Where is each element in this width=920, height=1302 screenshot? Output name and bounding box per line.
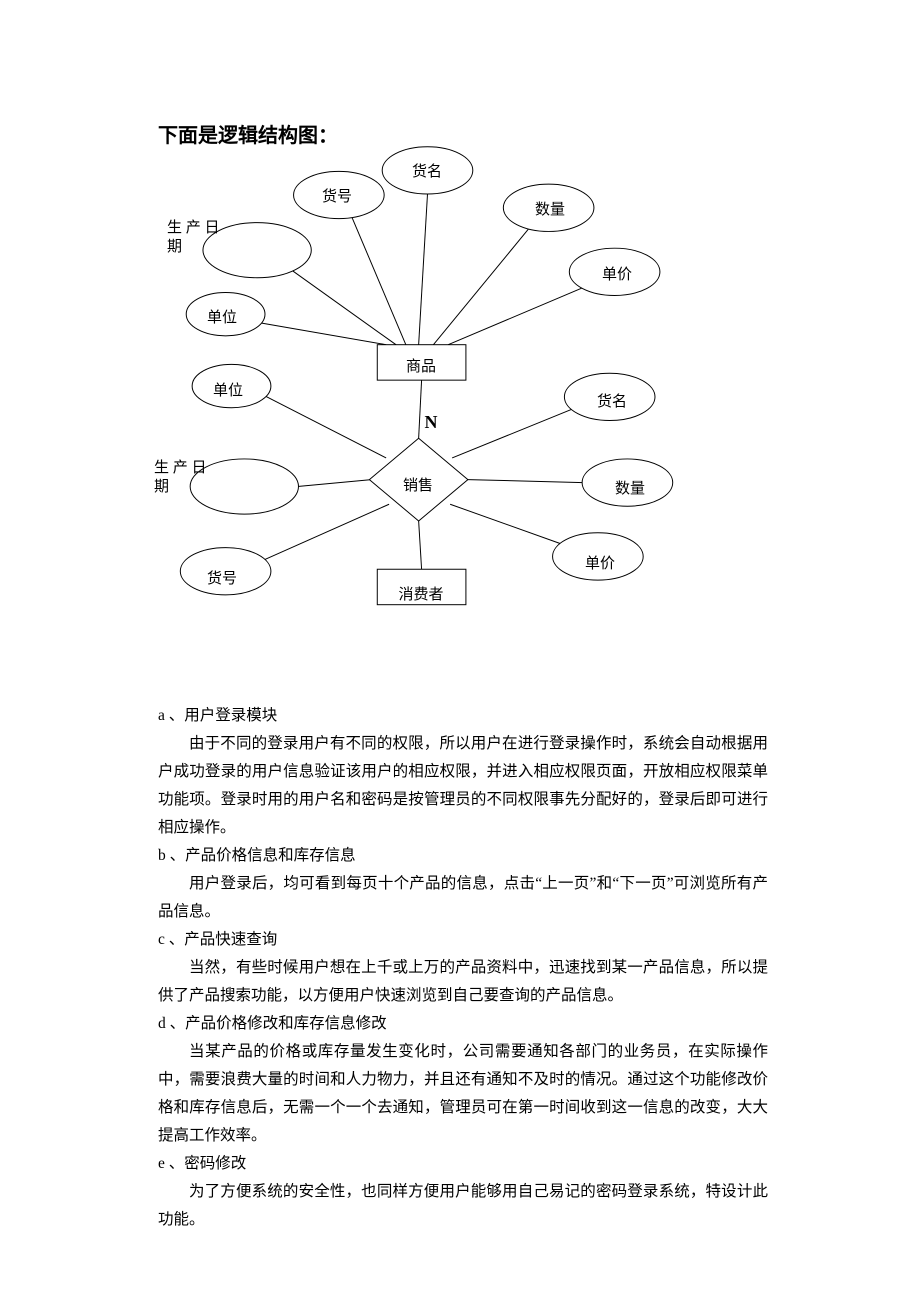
section-heading-4: e 、密码修改 (158, 1150, 246, 1178)
er-edge (419, 194, 428, 345)
er-label-quantity_top: 数量 (490, 201, 610, 221)
er-edge (419, 521, 422, 569)
er-edge (265, 396, 386, 458)
er-label-sale: 销售 (358, 477, 478, 497)
er-label-card_n: N (371, 411, 491, 434)
er-edge (450, 504, 560, 543)
er-diagram (0, 0, 920, 650)
er-edge (293, 271, 396, 345)
er-label-product: 商品 (361, 358, 481, 378)
er-edge (468, 480, 583, 483)
section-heading-3: d 、产品价格修改和库存信息修改 (158, 1010, 387, 1038)
er-edge (352, 217, 406, 345)
section-heading-0: a 、用户登录模块 (158, 702, 277, 730)
er-label-prod_date_left: 生 产 日期 (154, 459, 274, 498)
er-label-unit_price_top: 单价 (557, 266, 677, 286)
er-label-goods_name: 货名 (367, 163, 487, 183)
er-label-unit_top: 单位 (162, 309, 282, 329)
section-body-4: 为了方便系统的安全性，也同样方便用户能够用自己易记的密码登录系统，特设计此功能。 (158, 1178, 768, 1234)
section-body-1: 用户登录后，均可看到每页十个产品的信息，点击“上一页”和“下一页”可浏览所有产品… (158, 870, 768, 926)
er-label-unit_left: 单位 (168, 382, 288, 402)
section-body-3: 当某产品的价格或库存量发生变化时，公司需要通知各部门的业务员，在实际操作中，需要… (158, 1038, 768, 1150)
section-body-0: 由于不同的登录用户有不同的权限，所以用户在进行登录操作时，系统会自动根据用户成功… (158, 730, 768, 842)
er-edge (433, 228, 529, 344)
er-label-item_no_left: 货号 (162, 570, 282, 590)
section-body-2: 当然，有些时候用户想在上千或上万的产品资料中，迅速找到某一产品信息，所以提供了产… (158, 954, 768, 1010)
er-label-goods_name_r: 货名 (552, 393, 672, 413)
er-label-consumer: 消费者 (361, 586, 481, 606)
er-label-item_no_top: 货号 (277, 188, 397, 208)
er-edge (265, 504, 389, 559)
er-edge (448, 288, 583, 345)
section-heading-2: c 、产品快速查询 (158, 926, 277, 954)
er-label-quantity_r: 数量 (570, 480, 690, 500)
section-heading-1: b 、产品价格信息和库存信息 (158, 842, 356, 870)
document-page: 下面是逻辑结构图： 货名货号数量生 产 日期单价单位商品单位货名销售N生 产 日… (0, 0, 920, 1302)
er-label-prod_date_top: 生 产 日期 (167, 219, 287, 258)
er-label-unit_price_r: 单价 (540, 555, 660, 575)
